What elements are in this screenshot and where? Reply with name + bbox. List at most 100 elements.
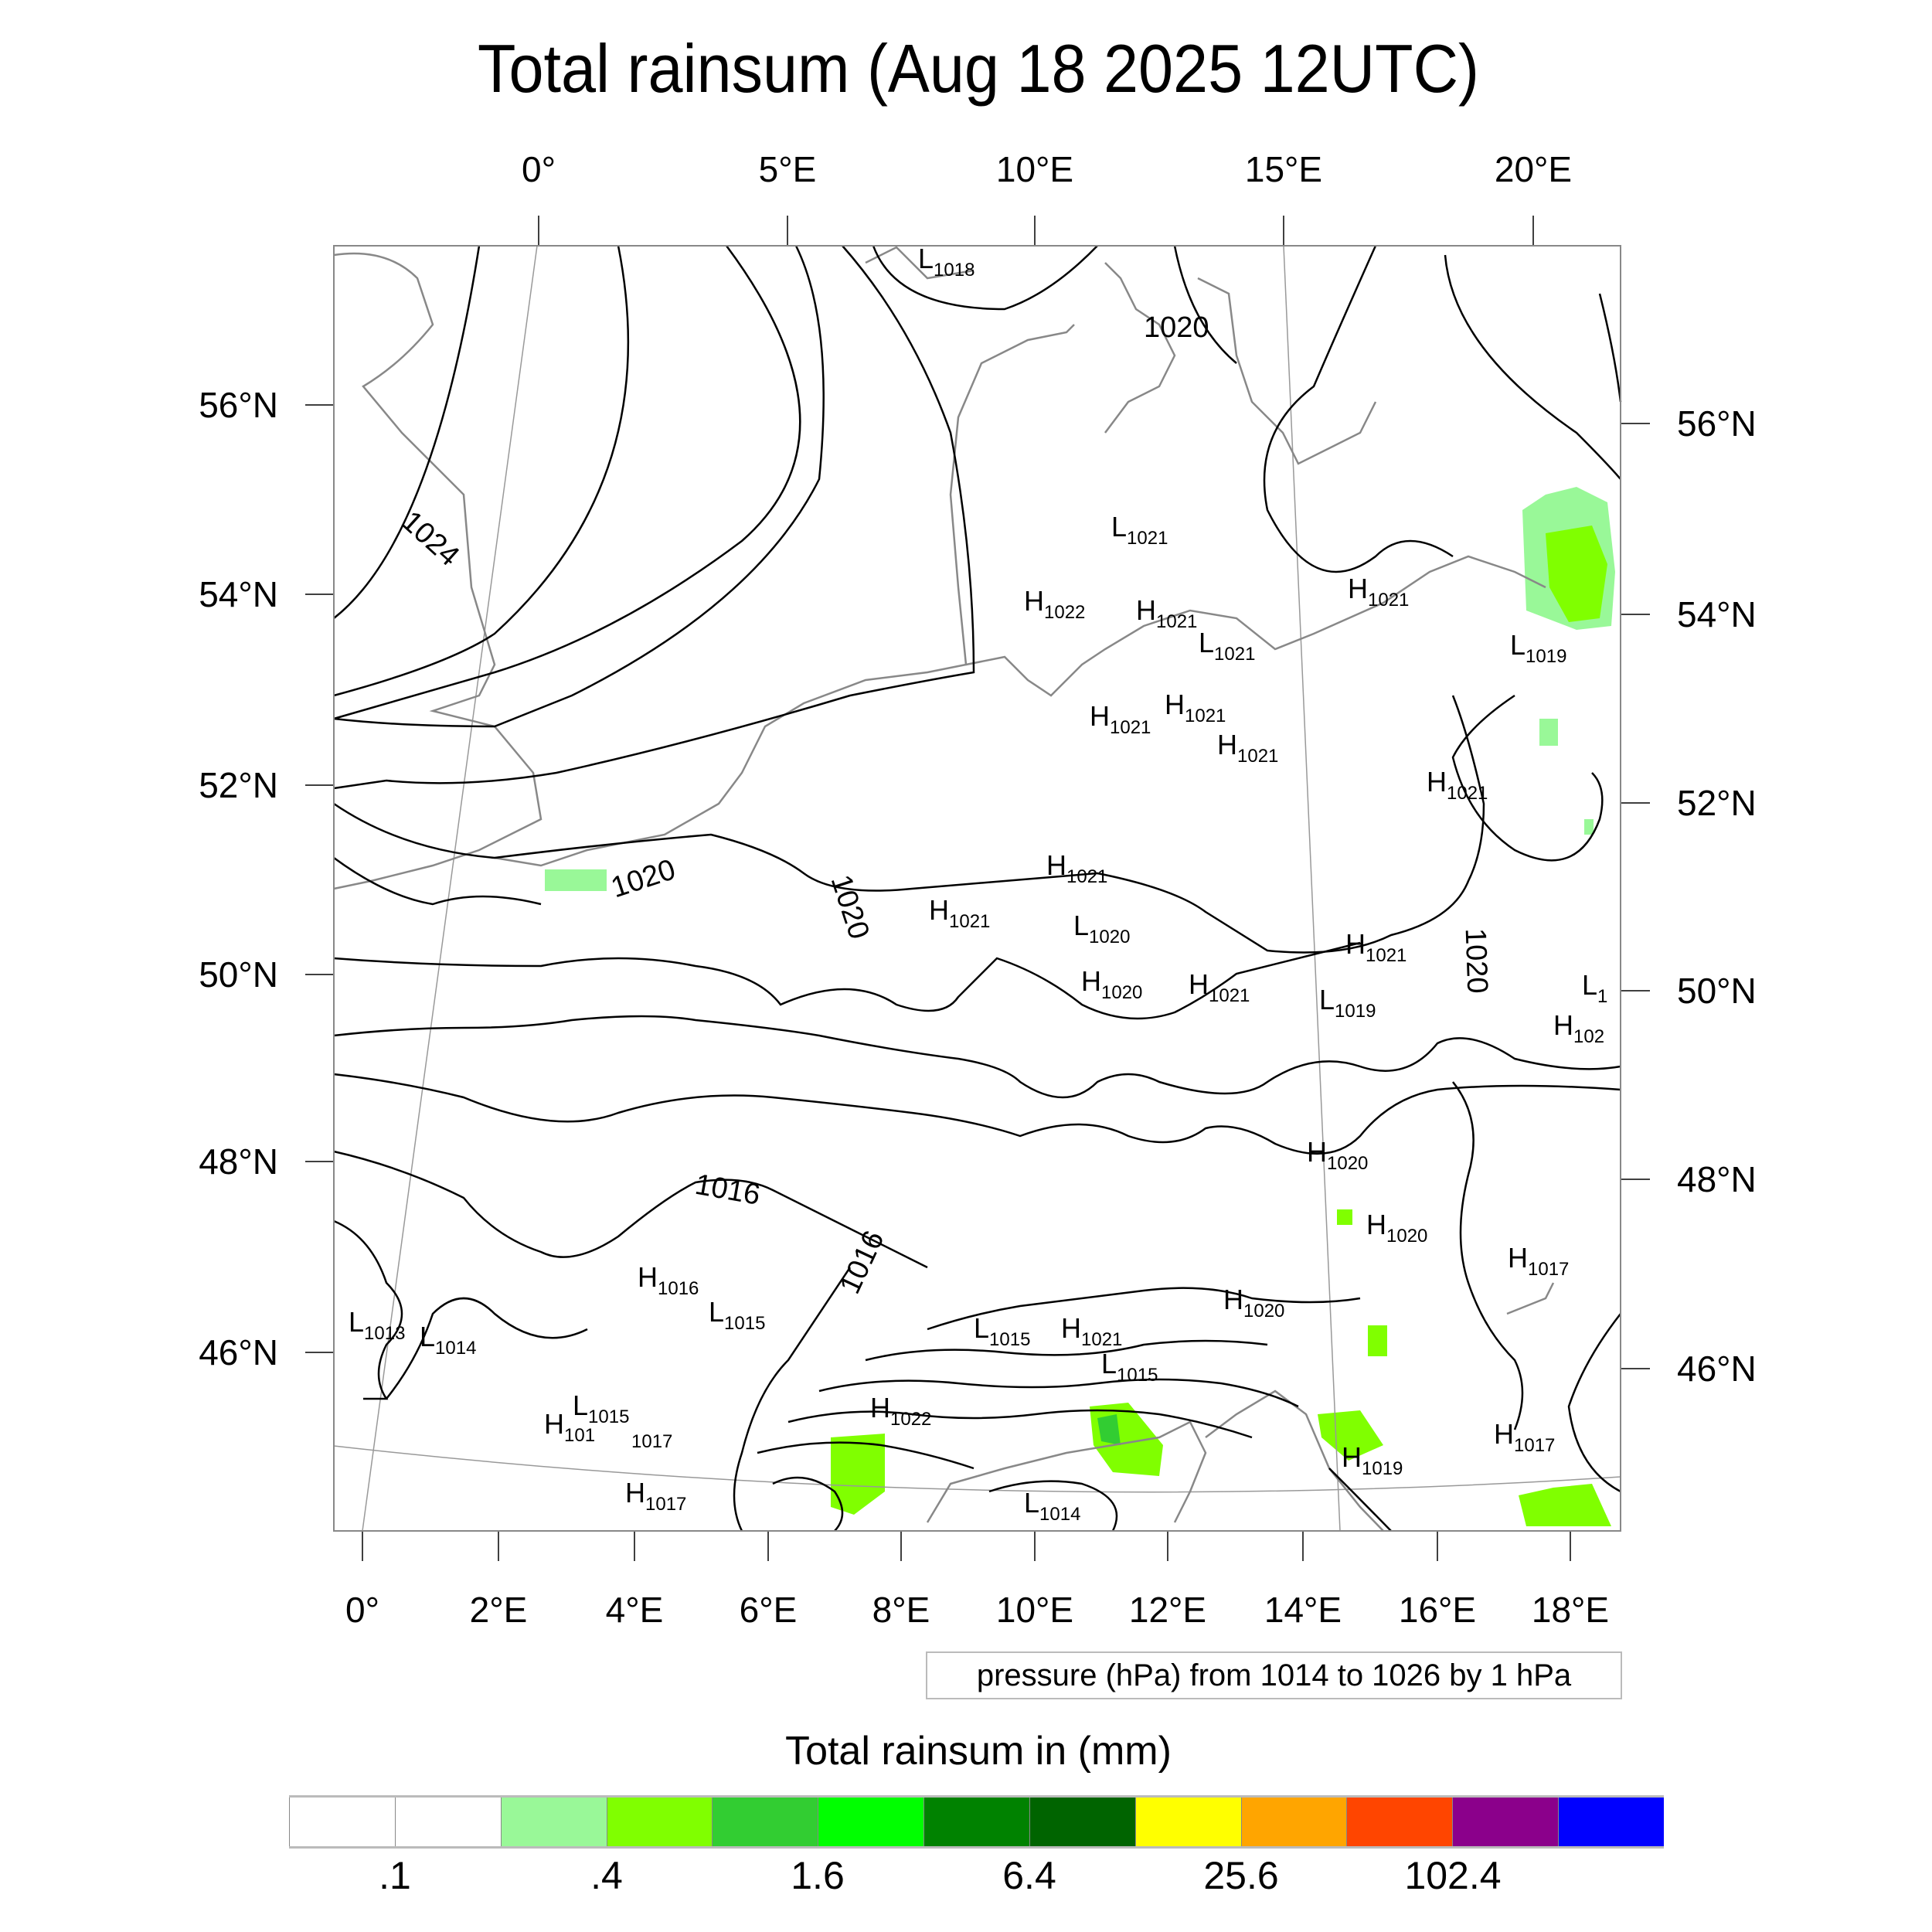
pressure-value: 1019 [1335, 1001, 1376, 1022]
colorbar-swatch [1346, 1798, 1453, 1846]
map-title: Total rainsum (Aug 18 2025 12UTC) [478, 30, 1479, 107]
bottom-lon-label: 10°E [995, 1590, 1074, 1630]
colorbar-swatch [1558, 1798, 1664, 1846]
contour-info-box: pressure (hPa) from 1014 to 1026 by 1 hP… [926, 1651, 1622, 1699]
pressure-value: 1020 [1327, 1153, 1368, 1174]
pressure-value: 1021 [1366, 945, 1406, 966]
bottom-lon-label: 18°E [1531, 1590, 1610, 1630]
pressure-value: 1022 [1044, 602, 1085, 623]
right-lat-label: 54°N [1677, 594, 1757, 634]
low-pressure-label: L1014 [1024, 1487, 1080, 1525]
pressure-value: 1020 [1089, 927, 1130, 947]
top-lon-label: 5°E [758, 149, 817, 189]
colorbar-swatch [500, 1798, 607, 1846]
rain-area [1368, 1325, 1387, 1356]
colorbar-swatch [923, 1798, 1029, 1846]
high-pressure-label: H1021 [929, 894, 990, 932]
high-pressure-label: H1020 [1081, 965, 1142, 1003]
colorbar-swatch [818, 1798, 924, 1846]
pressure-value: 1020 [1386, 1226, 1427, 1247]
pressure-value: 1021 [1368, 590, 1409, 611]
left-lat-label: 50°N [199, 954, 278, 995]
high-pressure-label: H1016 [638, 1261, 699, 1299]
high-pressure-label: H1021 [1345, 928, 1406, 966]
high-pressure-label: H1022 [1024, 585, 1085, 623]
low-pressure-label: L1015 [974, 1312, 1030, 1350]
bottom-lon-label: 6°E [739, 1590, 798, 1630]
pressure-value: 1019 [1526, 646, 1566, 667]
pressure-value: 1021 [1081, 1329, 1122, 1350]
rain-area [1337, 1209, 1352, 1225]
rain-area [1584, 819, 1594, 835]
pressure-value: 1015 [1117, 1365, 1158, 1386]
high-pressure-label: H1021 [1046, 849, 1107, 887]
left-lat-label: 46°N [199, 1332, 278, 1372]
right-lat-label: 52°N [1677, 783, 1757, 823]
high-pressure-label: H1022 [870, 1392, 931, 1430]
contour-label: 1024 [395, 505, 465, 573]
top-lon-label: 20°E [1494, 149, 1573, 189]
pressure-value: 1021 [1209, 985, 1250, 1006]
colorbar-title: Total rainsum in (mm) [785, 1729, 1172, 1774]
pressure-value: 1015 [724, 1313, 765, 1334]
colorbar-swatch [712, 1798, 818, 1846]
left-lat-label: 52°N [199, 765, 278, 805]
colorbar-swatch [1029, 1798, 1135, 1846]
colorbar-label: .1 [379, 1854, 411, 1897]
isobars [333, 245, 1622, 1532]
contour-label: 1016 [692, 1168, 763, 1212]
top-lon-label: 0° [522, 149, 556, 189]
low-pressure-label: L1014 [420, 1321, 476, 1359]
pressure-value: 1021 [1447, 783, 1488, 804]
rain-area [1539, 719, 1558, 746]
pressure-value: 1022 [890, 1409, 931, 1430]
pressure-value: 1 [1597, 986, 1607, 1007]
contour-label: 1020 [607, 853, 679, 904]
right-lat-label: 48°N [1677, 1159, 1757, 1199]
low-pressure-label: L1015 [1101, 1348, 1158, 1386]
bottom-lon-label: 4°E [605, 1590, 664, 1630]
colorbar [289, 1795, 1664, 1849]
high-pressure-label: H1017 [625, 1477, 686, 1515]
low-pressure-label: L1013 [349, 1306, 405, 1344]
pressure-value: 1013 [364, 1323, 405, 1344]
pressure-value: 102 [1573, 1026, 1604, 1047]
bottom-lon-label: 8°E [872, 1590, 930, 1630]
low-pressure-label: L1 [1582, 969, 1607, 1007]
colorbar-swatch [1134, 1798, 1241, 1846]
colorbar-label: 1.6 [791, 1854, 845, 1897]
top-lon-label: 10°E [995, 149, 1074, 189]
high-pressure-label: H1017 [1494, 1418, 1555, 1456]
axis-ticks [305, 216, 1650, 1561]
high-pressure-label: H1017 [1508, 1242, 1569, 1280]
left-lat-label: 56°N [199, 385, 278, 425]
pressure-value: 101 [564, 1425, 595, 1446]
pressure-value: 1021 [1066, 866, 1107, 887]
pressure-value: 1019 [1362, 1458, 1403, 1479]
contour-label: 1020 [825, 871, 876, 943]
plot-frame [333, 245, 1621, 1532]
pressure-value: 1021 [949, 911, 990, 932]
pressure-value: 1016 [658, 1278, 699, 1299]
colorbar-swatch [1240, 1798, 1347, 1846]
rain-area [1097, 1414, 1121, 1445]
bottom-lon-label: 16°E [1398, 1590, 1477, 1630]
low-pressure-label: L1021 [1111, 511, 1168, 549]
pressure-value: 1017 [645, 1494, 686, 1515]
low-pressure-label: L1018 [918, 243, 975, 281]
rain-area [545, 869, 607, 891]
low-pressure-label: L1015 [573, 1389, 629, 1427]
left-lat-label: 54°N [199, 574, 278, 614]
colorbar-swatch [289, 1798, 395, 1846]
pressure-value: 1021 [1110, 717, 1151, 738]
pressure-value: 1021 [1156, 611, 1197, 632]
bottom-lon-label: 2°E [469, 1590, 528, 1630]
top-lon-label: 15°E [1244, 149, 1323, 189]
pressure-value: 1021 [1127, 528, 1168, 549]
rain-area [1519, 1484, 1611, 1526]
high-pressure-label: H102 [1553, 1009, 1604, 1047]
contour-label: 1016 [834, 1226, 891, 1298]
rain-area [831, 1434, 885, 1515]
pressure-value: 1021 [1214, 644, 1255, 665]
bottom-lon-label: 0° [345, 1590, 379, 1630]
